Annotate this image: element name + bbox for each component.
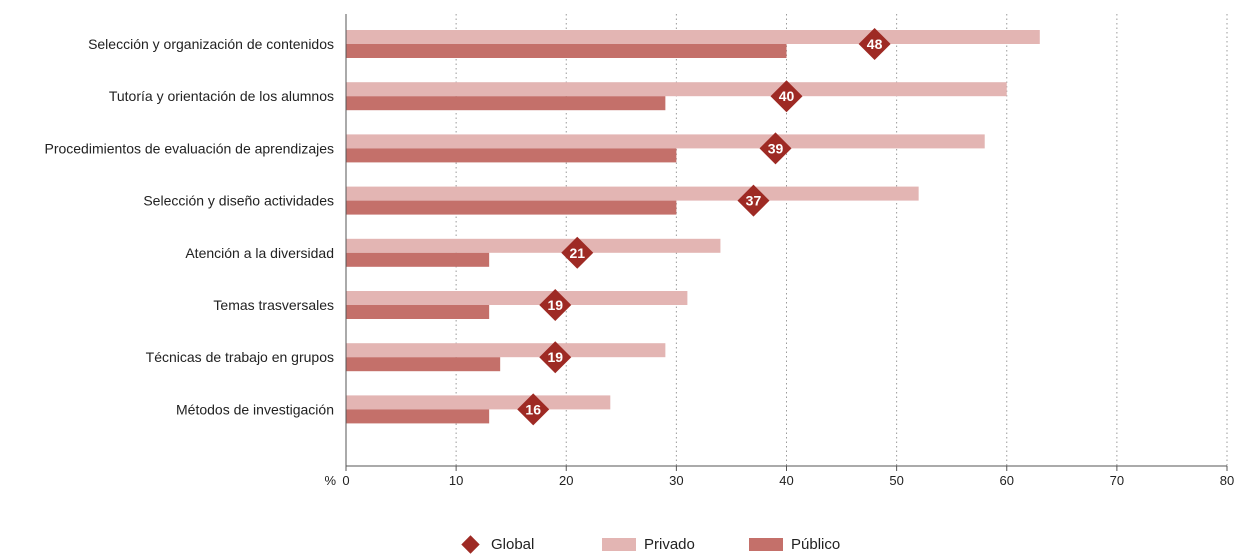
legend-swatch-publico <box>749 538 783 551</box>
legend-label-publico: Público <box>791 536 841 553</box>
x-tick-label: 60 <box>1000 473 1014 488</box>
bar-privado <box>346 395 611 410</box>
global-diamond-marker <box>517 393 550 426</box>
category-label: Selección y organización de contenidos <box>88 36 334 52</box>
bar-publico <box>346 148 677 163</box>
bar-privado <box>346 238 721 253</box>
x-tick-label: 50 <box>889 473 903 488</box>
global-diamond-marker <box>561 236 594 269</box>
bar-publico <box>346 200 677 215</box>
legend-swatch-privado <box>602 538 636 551</box>
tick-labels: 0 10 20 30 40 50 60 70 80% <box>324 473 1234 488</box>
global-markers: 48 40 39 37 21 19 19 16 <box>517 28 891 426</box>
global-value-label: 48 <box>867 36 883 52</box>
x-tick-label: 40 <box>779 473 793 488</box>
global-diamond-marker <box>737 184 770 217</box>
legend-label-privado: Privado <box>644 536 695 553</box>
x-tick-label: 30 <box>669 473 683 488</box>
bar-privado <box>346 186 919 201</box>
global-diamond-marker <box>539 341 572 374</box>
global-value-label: 19 <box>547 297 563 313</box>
chart-canvas: Selección y organización de contenidos Tu… <box>44 14 1234 488</box>
category-label: Tutoría y orientación de los alumnos <box>109 88 334 104</box>
legend-label-global: Global <box>491 536 535 553</box>
bars <box>346 30 1040 424</box>
legend: Global Privado Público <box>0 535 1237 558</box>
category-label: Selección y diseño actividades <box>143 193 334 209</box>
global-value-label: 16 <box>525 401 541 417</box>
bar-privado <box>346 30 1040 44</box>
x-unit-label: % <box>324 473 336 488</box>
global-value-label: 39 <box>768 140 784 156</box>
global-value-label: 21 <box>569 245 585 261</box>
global-diamond-marker <box>770 80 803 113</box>
bar-publico <box>346 409 490 424</box>
bar-publico <box>346 96 666 111</box>
global-diamond-marker <box>858 28 891 60</box>
bar-privado <box>346 134 985 149</box>
bar-publico <box>346 252 490 267</box>
x-tick-label: 80 <box>1220 473 1234 488</box>
bar-publico <box>346 357 501 372</box>
category-label: Métodos de investigación <box>176 401 334 417</box>
x-tick-label: 10 <box>449 473 463 488</box>
axes <box>345 14 1228 471</box>
global-diamond-marker <box>539 289 572 321</box>
global-value-label: 19 <box>547 349 563 365</box>
x-tick-label: 20 <box>559 473 573 488</box>
x-tick-label: 70 <box>1110 473 1124 488</box>
bar-publico <box>346 305 490 319</box>
global-diamond-marker <box>759 132 792 165</box>
bar-privado <box>346 343 666 358</box>
x-tick-label: 0 <box>342 473 349 488</box>
bar-privado <box>346 82 1007 97</box>
bar-privado <box>346 291 688 305</box>
category-label: Técnicas de trabajo en grupos <box>146 349 334 365</box>
legend-item-global: Global <box>460 535 535 554</box>
category-label: Procedimientos de evaluación de aprendiz… <box>44 140 334 156</box>
legend-diamond-icon <box>461 535 480 554</box>
global-value-label: 40 <box>779 88 795 104</box>
legend-item-privado: Privado <box>602 536 695 553</box>
category-label: Temas trasversales <box>213 297 334 313</box>
legend-item-publico: Público <box>749 536 840 553</box>
global-value-label: 37 <box>746 193 762 209</box>
category-label: Atención a la diversidad <box>185 245 334 261</box>
bar-publico <box>346 44 787 58</box>
category-labels: Selección y organización de contenidos Tu… <box>44 36 334 417</box>
